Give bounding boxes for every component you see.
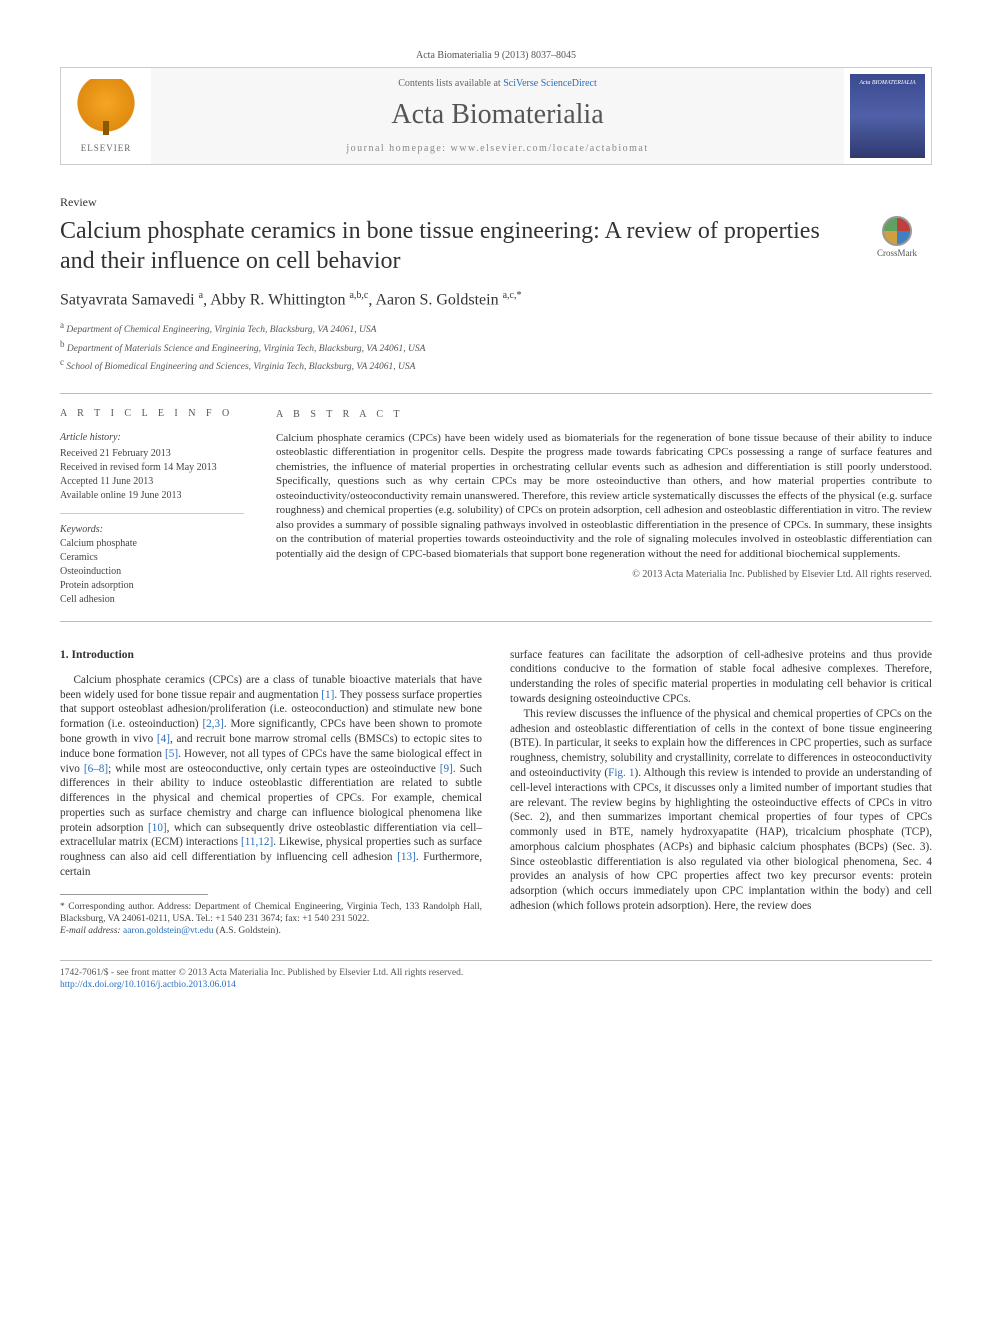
history-line: Received 21 February 2013 bbox=[60, 447, 244, 461]
abstract-text: Calcium phosphate ceramics (CPCs) have b… bbox=[276, 431, 932, 562]
journal-homepage: journal homepage: www.elsevier.com/locat… bbox=[151, 143, 844, 154]
fig-1-ref[interactable]: Fig. 1 bbox=[608, 767, 634, 779]
keywords-label: Keywords: bbox=[60, 524, 244, 535]
affiliation-line: c School of Biomedical Engineering and S… bbox=[60, 356, 932, 374]
ref-6-8[interactable]: [6–8] bbox=[84, 763, 108, 775]
corr-author-text: * Corresponding author. Address: Departm… bbox=[60, 901, 482, 926]
section-heading-intro: 1. Introduction bbox=[60, 648, 482, 663]
history-label: Article history: bbox=[60, 431, 244, 445]
history-line: Received in revised form 14 May 2013 bbox=[60, 461, 244, 475]
ref-9[interactable]: [9] bbox=[440, 763, 453, 775]
journal-header: ELSEVIER Contents lists available at Sci… bbox=[60, 67, 932, 165]
ref-10[interactable]: [10] bbox=[148, 822, 167, 834]
authors-line: Satyavrata Samavedi a, Abby R. Whittingt… bbox=[60, 290, 932, 309]
keyword-item: Ceramics bbox=[60, 551, 244, 565]
corr-email-link[interactable]: aaron.goldstein@vt.edu bbox=[123, 926, 214, 936]
contents-available: Contents lists available at SciVerse Sci… bbox=[151, 78, 844, 89]
affiliations: a Department of Chemical Engineering, Vi… bbox=[60, 319, 932, 374]
ref-13[interactable]: [13] bbox=[397, 851, 416, 863]
article-history: Article history: Received 21 February 20… bbox=[60, 431, 244, 514]
crossmark-badge[interactable]: CrossMark bbox=[862, 216, 932, 258]
affiliation-line: b Department of Materials Science and En… bbox=[60, 338, 932, 356]
corresponding-author-footnote: * Corresponding author. Address: Departm… bbox=[60, 901, 482, 938]
journal-name: Acta Biomaterialia bbox=[151, 99, 844, 131]
cover-thumb-title: Acta BIOMATERIALIA bbox=[859, 80, 915, 86]
doi-link[interactable]: http://dx.doi.org/10.1016/j.actbio.2013.… bbox=[60, 980, 236, 990]
ref-5[interactable]: [5] bbox=[165, 748, 178, 760]
abstract-heading: A B S T R A C T bbox=[276, 408, 932, 421]
history-line: Available online 19 June 2013 bbox=[60, 489, 244, 503]
contents-prefix: Contents lists available at bbox=[398, 78, 503, 89]
body-columns: 1. Introduction Calcium phosphate cerami… bbox=[60, 648, 932, 938]
abstract-block: A B S T R A C T Calcium phosphate cerami… bbox=[260, 394, 932, 621]
publisher-name: ELSEVIER bbox=[81, 143, 132, 153]
footer-copyright: 1742-7061/$ - see front matter © 2013 Ac… bbox=[60, 967, 932, 979]
elsevier-logo: ELSEVIER bbox=[61, 68, 151, 164]
article-title: Calcium phosphate ceramics in bone tissu… bbox=[60, 216, 862, 276]
intro-paragraph-1: Calcium phosphate ceramics (CPCs) are a … bbox=[60, 673, 482, 880]
article-type: Review bbox=[60, 195, 932, 210]
header-center: Contents lists available at SciVerse Sci… bbox=[151, 68, 844, 164]
keyword-item: Protein adsorption bbox=[60, 579, 244, 593]
intro-paragraph-1-cont: surface features can facilitate the adso… bbox=[510, 648, 932, 707]
keyword-item: Osteoinduction bbox=[60, 565, 244, 579]
crossmark-icon bbox=[882, 216, 912, 246]
ref-11-12[interactable]: [11,12] bbox=[241, 836, 273, 848]
elsevier-tree-icon bbox=[76, 79, 136, 139]
intro-paragraph-2: This review discusses the influence of t… bbox=[510, 707, 932, 914]
page-footer: 1742-7061/$ - see front matter © 2013 Ac… bbox=[60, 960, 932, 992]
keywords-list: Calcium phosphateCeramicsOsteoinductionP… bbox=[60, 537, 244, 607]
article-info-sidebar: A R T I C L E I N F O Article history: R… bbox=[60, 394, 260, 621]
keyword-item: Calcium phosphate bbox=[60, 537, 244, 551]
sciencedirect-link[interactable]: SciVerse ScienceDirect bbox=[503, 78, 597, 89]
footnote-separator bbox=[60, 894, 208, 895]
keyword-item: Cell adhesion bbox=[60, 593, 244, 607]
ref-1[interactable]: [1] bbox=[321, 689, 334, 701]
citation-line: Acta Biomaterialia 9 (2013) 8037–8045 bbox=[60, 50, 932, 61]
history-line: Accepted 11 June 2013 bbox=[60, 475, 244, 489]
article-info-heading: A R T I C L E I N F O bbox=[60, 408, 244, 419]
crossmark-label: CrossMark bbox=[877, 248, 917, 258]
ref-4[interactable]: [4] bbox=[157, 733, 170, 745]
corr-email-line: E-mail address: aaron.goldstein@vt.edu (… bbox=[60, 925, 482, 937]
ref-2-3[interactable]: [2,3] bbox=[202, 718, 223, 730]
abstract-copyright: © 2013 Acta Materialia Inc. Published by… bbox=[276, 568, 932, 581]
affiliation-line: a Department of Chemical Engineering, Vi… bbox=[60, 319, 932, 337]
journal-cover-thumb: Acta BIOMATERIALIA bbox=[850, 74, 925, 158]
